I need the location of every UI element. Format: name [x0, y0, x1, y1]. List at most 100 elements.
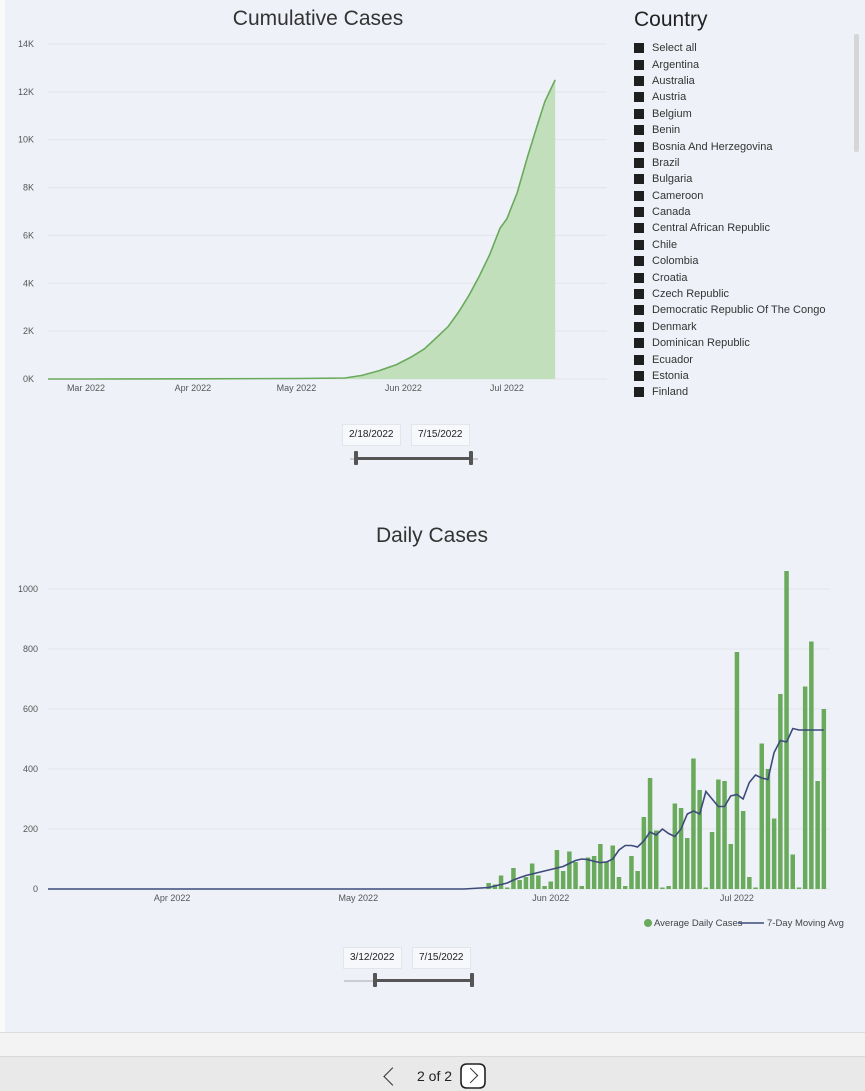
- date-slider-end-handle[interactable]: [470, 973, 474, 987]
- slicer-item[interactable]: Brazil: [634, 155, 844, 171]
- daily-bar[interactable]: [647, 778, 653, 889]
- daily-bar[interactable]: [740, 811, 746, 889]
- daily-bar[interactable]: [591, 856, 597, 889]
- date-start-field[interactable]: 2/18/2022: [342, 424, 401, 446]
- daily-bar[interactable]: [604, 862, 609, 889]
- daily-bar[interactable]: [635, 871, 640, 889]
- daily-bar[interactable]: [579, 886, 585, 889]
- daily-bar[interactable]: [511, 868, 516, 889]
- date-slider-range[interactable]: [356, 457, 472, 460]
- slicer-item[interactable]: Central African Republic: [634, 220, 844, 236]
- daily-bar[interactable]: [498, 875, 504, 890]
- daily-bar[interactable]: [573, 862, 578, 889]
- checkbox-icon[interactable]: [634, 59, 644, 70]
- daily-bar[interactable]: [641, 817, 647, 889]
- daily-bar[interactable]: [505, 887, 510, 890]
- daily-cases-chart[interactable]: Daily Cases 0 200 400 600 800 1000 Apr 2022 Ma…: [0, 505, 860, 935]
- checkbox-icon[interactable]: [634, 125, 644, 136]
- daily-bar[interactable]: [765, 769, 771, 889]
- previous-page-icon[interactable]: [383, 1066, 402, 1086]
- daily-bar[interactable]: [784, 571, 789, 889]
- daily-bar[interactable]: [709, 832, 715, 889]
- slicer-item[interactable]: Select all: [634, 40, 844, 56]
- checkbox-icon[interactable]: [634, 75, 644, 86]
- slicer-item[interactable]: Belgium: [634, 106, 844, 122]
- daily-bar[interactable]: [734, 652, 740, 889]
- date-slider-range[interactable]: [375, 979, 473, 982]
- daily-bar[interactable]: [802, 686, 808, 890]
- daily-bar[interactable]: [554, 850, 560, 889]
- daily-bar[interactable]: [560, 871, 566, 889]
- daily-bar[interactable]: [815, 781, 820, 889]
- date-end-field[interactable]: 7/15/2022: [412, 947, 471, 969]
- slicer-item[interactable]: Democratic Republic Of The Congo: [634, 302, 844, 318]
- checkbox-icon[interactable]: [634, 371, 644, 381]
- checkbox-icon[interactable]: [634, 207, 644, 218]
- slicer-item[interactable]: Finland: [634, 384, 844, 400]
- daily-bar[interactable]: [691, 758, 696, 890]
- daily-bar[interactable]: [790, 854, 796, 890]
- checkbox-icon[interactable]: [634, 157, 644, 168]
- slicer-item[interactable]: Argentina: [634, 56, 844, 72]
- slicer-scrollbar[interactable]: [854, 34, 859, 152]
- checkbox-icon[interactable]: [634, 272, 644, 283]
- checkbox-icon[interactable]: [634, 174, 644, 185]
- daily-bar[interactable]: [517, 880, 522, 889]
- country-slicer[interactable]: Country Select all Argentina Australia Aust…: [628, 6, 864, 402]
- daily-bar[interactable]: [542, 886, 547, 889]
- slicer-list[interactable]: Select all Argentina Australia Austria Belgi…: [634, 40, 844, 400]
- checkbox-icon[interactable]: [634, 43, 644, 54]
- daily-bar[interactable]: [610, 845, 616, 890]
- daily-bar[interactable]: [753, 887, 758, 890]
- cumulative-cases-chart[interactable]: Cumulative Cases 0K 2K 4K 6K 8K 10K 12K 14K Mar…: [0, 0, 620, 400]
- slicer-item[interactable]: Chile: [634, 237, 844, 253]
- checkbox-icon[interactable]: [634, 338, 644, 349]
- daily-bar[interactable]: [598, 844, 603, 889]
- daily-bar[interactable]: [759, 743, 765, 890]
- slicer-item[interactable]: Colombia: [634, 253, 844, 269]
- checkbox-icon[interactable]: [634, 321, 644, 332]
- daily-bar[interactable]: [654, 830, 659, 890]
- daily-bar[interactable]: [567, 851, 572, 890]
- date-slider-start-handle[interactable]: [354, 451, 358, 465]
- slicer-item[interactable]: Denmark: [634, 319, 844, 335]
- daily-bar[interactable]: [747, 877, 752, 889]
- daily-bar[interactable]: [716, 779, 721, 890]
- date-end-field[interactable]: 7/15/2022: [411, 424, 470, 446]
- daily-bar[interactable]: [536, 875, 541, 890]
- daily-bar[interactable]: [796, 887, 802, 890]
- slicer-item[interactable]: Bulgaria: [634, 171, 844, 187]
- slicer-item[interactable]: Estonia: [634, 368, 844, 384]
- checkbox-icon[interactable]: [634, 289, 644, 300]
- daily-bar[interactable]: [678, 808, 684, 889]
- checkbox-icon[interactable]: [634, 92, 644, 103]
- daily-bar[interactable]: [703, 887, 709, 890]
- checkbox-icon[interactable]: [634, 108, 644, 119]
- checkbox-icon[interactable]: [634, 256, 644, 267]
- slicer-item[interactable]: Austria: [634, 89, 844, 105]
- daily-bar[interactable]: [697, 790, 702, 889]
- daily-bar[interactable]: [629, 856, 634, 889]
- checkbox-icon[interactable]: [634, 305, 644, 316]
- daily-bar[interactable]: [486, 883, 491, 889]
- daily-bar[interactable]: [529, 863, 535, 890]
- slicer-item[interactable]: Croatia: [634, 269, 844, 285]
- slicer-item[interactable]: Bosnia And Herzegovina: [634, 138, 844, 154]
- daily-bar[interactable]: [672, 803, 678, 890]
- daily-bar[interactable]: [548, 881, 554, 890]
- daily-bar[interactable]: [771, 818, 777, 890]
- daily-bar[interactable]: [666, 886, 671, 889]
- slicer-item[interactable]: Ecuador: [634, 351, 844, 367]
- daily-bar[interactable]: [722, 781, 727, 889]
- date-slider-start-handle[interactable]: [373, 973, 377, 987]
- slicer-item[interactable]: Canada: [634, 204, 844, 220]
- checkbox-icon[interactable]: [634, 190, 644, 201]
- slicer-item[interactable]: Czech Republic: [634, 286, 844, 302]
- daily-bar[interactable]: [809, 641, 814, 890]
- daily-bar[interactable]: [616, 877, 622, 889]
- date-slider-end-handle[interactable]: [469, 451, 473, 465]
- date-start-field[interactable]: 3/12/2022: [343, 947, 402, 969]
- daily-bar[interactable]: [685, 838, 690, 889]
- slicer-item[interactable]: Dominican Republic: [634, 335, 844, 351]
- checkbox-icon[interactable]: [634, 223, 644, 234]
